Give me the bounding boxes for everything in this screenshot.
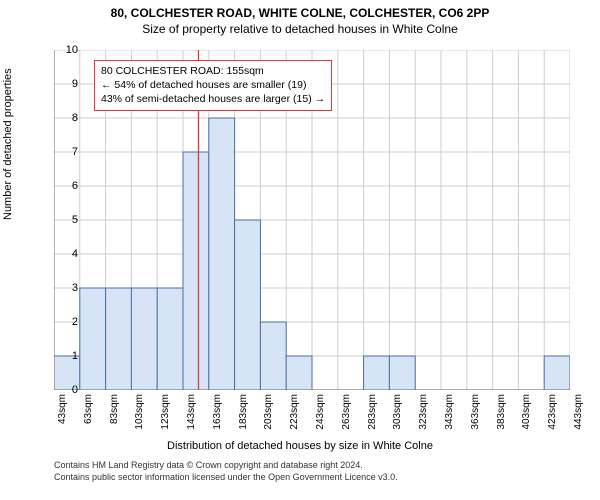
- x-tick-label: 203sqm: [263, 394, 274, 430]
- histogram-bar: [209, 118, 235, 390]
- histogram-bar: [286, 356, 312, 390]
- histogram-bar: [131, 288, 157, 390]
- y-axis-label: Number of detached properties: [2, 68, 14, 220]
- x-tick-label: 423sqm: [547, 394, 558, 430]
- y-tick-label: 1: [54, 350, 78, 362]
- histogram-bar: [157, 288, 183, 390]
- x-tick-label: 323sqm: [418, 394, 429, 430]
- x-tick-label: 403sqm: [521, 394, 532, 430]
- x-tick-label: 303sqm: [392, 394, 403, 430]
- annotation-line1: 80 COLCHESTER ROAD: 155sqm: [101, 64, 325, 78]
- x-tick-label: 243sqm: [315, 394, 326, 430]
- x-tick-label: 283sqm: [367, 394, 378, 430]
- histogram-bar: [364, 356, 390, 390]
- histogram-bar: [80, 288, 106, 390]
- x-tick-label: 363sqm: [470, 394, 481, 430]
- x-axis-label: Distribution of detached houses by size …: [0, 440, 600, 452]
- y-tick-label: 2: [54, 316, 78, 328]
- footer-line1: Contains HM Land Registry data © Crown c…: [54, 460, 398, 472]
- x-tick-label: 163sqm: [212, 394, 223, 430]
- footer-line2: Contains public sector information licen…: [54, 472, 398, 484]
- chart-title-line2: Size of property relative to detached ho…: [0, 22, 600, 36]
- y-tick-label: 7: [54, 146, 78, 158]
- annotation-callout: 80 COLCHESTER ROAD: 155sqm ← 54% of deta…: [94, 60, 332, 111]
- x-tick-label: 63sqm: [83, 394, 94, 424]
- y-tick-label: 3: [54, 282, 78, 294]
- x-tick-label: 143sqm: [186, 394, 197, 430]
- chart-title-block: 80, COLCHESTER ROAD, WHITE COLNE, COLCHE…: [0, 0, 600, 36]
- y-tick-label: 9: [54, 78, 78, 90]
- x-tick-label: 103sqm: [134, 394, 145, 430]
- attribution-footer: Contains HM Land Registry data © Crown c…: [54, 460, 398, 483]
- x-tick-label: 223sqm: [289, 394, 300, 430]
- y-tick-label: 4: [54, 248, 78, 260]
- x-tick-label: 123sqm: [160, 394, 171, 430]
- histogram-bar: [183, 152, 209, 390]
- x-tick-label: 443sqm: [573, 394, 584, 430]
- chart-container: 80, COLCHESTER ROAD, WHITE COLNE, COLCHE…: [0, 0, 600, 500]
- annotation-line2: ← 54% of detached houses are smaller (19…: [101, 78, 325, 92]
- y-tick-label: 6: [54, 180, 78, 192]
- y-tick-label: 5: [54, 214, 78, 226]
- x-tick-label: 83sqm: [109, 394, 120, 424]
- histogram-bar: [389, 356, 415, 390]
- x-tick-label: 263sqm: [341, 394, 352, 430]
- histogram-bar: [260, 322, 286, 390]
- y-tick-label: 8: [54, 112, 78, 124]
- y-tick-label: 10: [54, 44, 78, 56]
- histogram-bar: [106, 288, 132, 390]
- annotation-line3: 43% of semi-detached houses are larger (…: [101, 92, 325, 106]
- histogram-bar: [235, 220, 261, 390]
- chart-title-line1: 80, COLCHESTER ROAD, WHITE COLNE, COLCHE…: [0, 6, 600, 20]
- x-tick-label: 343sqm: [444, 394, 455, 430]
- x-tick-label: 383sqm: [496, 394, 507, 430]
- x-tick-label: 183sqm: [238, 394, 249, 430]
- x-tick-label: 43sqm: [57, 394, 68, 424]
- histogram-bar: [544, 356, 570, 390]
